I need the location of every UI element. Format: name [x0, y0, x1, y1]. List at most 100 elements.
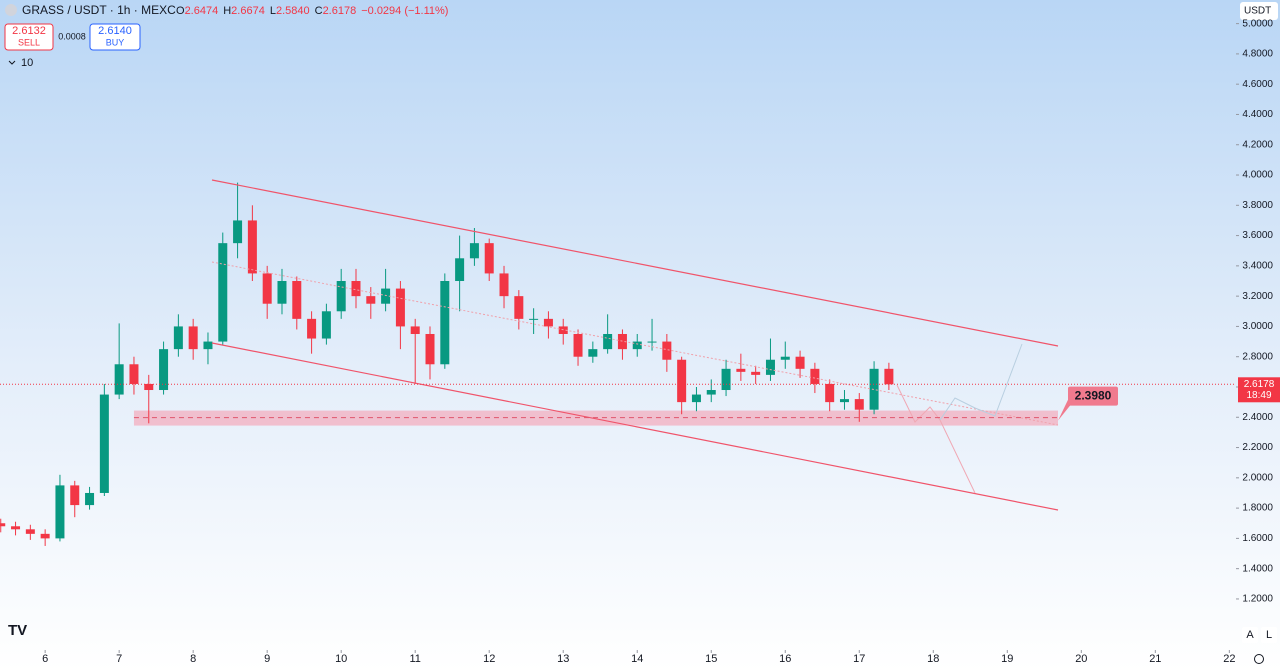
ohlc-label: H: [223, 5, 231, 17]
candle-body: [499, 273, 509, 297]
last-price-label: 2.6178: [1244, 379, 1275, 390]
chevron[interactable]: [8, 60, 16, 65]
candle-body: [129, 364, 139, 384]
auto-button[interactable]: [1242, 627, 1258, 643]
candle-body: [721, 368, 731, 391]
indicators-count[interactable]: 10: [21, 57, 33, 69]
candle-body: [351, 281, 361, 297]
ohlc-label: O: [176, 5, 185, 17]
sell-button[interactable]: [4, 23, 54, 51]
candle-body: [173, 326, 183, 350]
candle-body: [262, 273, 272, 304]
candle-body: [810, 368, 820, 384]
log-button[interactable]: [1261, 627, 1277, 643]
ohlc-label: L: [270, 5, 276, 17]
candle-body: [647, 341, 657, 343]
y-tick-label: 4.0000: [1242, 170, 1273, 181]
x-tick-label: 16: [779, 653, 791, 665]
candle-body: [543, 318, 553, 327]
candle-body: [381, 288, 391, 304]
candle-body: [588, 349, 598, 357]
y-tick-label: 3.8000: [1242, 200, 1273, 211]
candle-body: [440, 281, 450, 365]
candle-body: [825, 383, 835, 403]
y-tick-label: 3.2000: [1242, 291, 1273, 302]
currency[interactable]: USDT: [1244, 6, 1271, 17]
candle-body: [736, 368, 746, 372]
channel-mid: [211, 261, 1059, 426]
candle-body: [573, 333, 583, 357]
candle-body: [410, 326, 420, 334]
y-tick-label: 1.4000: [1242, 563, 1273, 574]
candle-body: [839, 399, 849, 403]
candle-body: [706, 390, 716, 395]
x-tick-label: 8: [190, 653, 196, 665]
candle-body: [366, 296, 376, 304]
candle-body: [0, 523, 6, 527]
countdown: 18:49: [1246, 390, 1271, 401]
x-tick-label: 18: [927, 653, 939, 665]
y-tick-label: 3.6000: [1242, 230, 1273, 241]
ohlc-value: 2.6674: [231, 5, 265, 17]
x-tick-label: 7: [116, 653, 122, 665]
candle-body: [188, 326, 198, 350]
symbol: GRASS / USDT · 1h · MEXC: [22, 3, 176, 17]
x-tick-label: 17: [853, 653, 865, 665]
settings-icon[interactable]: [1254, 654, 1264, 664]
sell-label: SELL: [18, 37, 40, 47]
candle-body: [632, 341, 642, 350]
candle-body: [765, 359, 775, 375]
candle-body: [780, 356, 790, 360]
candle-body: [277, 281, 287, 304]
candle-body: [70, 485, 80, 506]
y-tick-label: 3.4000: [1242, 261, 1273, 272]
y-tick-label: 4.4000: [1242, 109, 1273, 120]
x-tick-label: 22: [1223, 653, 1235, 665]
x-tick-label: 11: [409, 653, 420, 665]
buy-label: BUY: [106, 37, 125, 47]
candle-body: [218, 243, 228, 342]
channel-lower: [211, 342, 1059, 511]
x-tick-label: 12: [483, 653, 495, 665]
buy-button[interactable]: [89, 23, 141, 51]
auto-label[interactable]: A: [1246, 629, 1254, 641]
ohlc-value: 2.5840: [276, 5, 310, 17]
candle-body: [558, 326, 568, 334]
y-tick-label: 1.8000: [1242, 503, 1273, 514]
change: −0.0294 (−1.11%): [361, 5, 448, 17]
y-tick-label: 2.2000: [1242, 442, 1273, 453]
x-tick-label: 21: [1149, 653, 1161, 665]
candle-body: [691, 394, 701, 403]
y-tick-label: 4.2000: [1242, 139, 1273, 150]
candle-body: [307, 318, 317, 339]
candle-body: [25, 529, 35, 534]
candle-body: [11, 526, 21, 530]
candle-body: [484, 243, 494, 274]
currency-button[interactable]: [1240, 2, 1278, 20]
tv-logo: TV: [8, 622, 27, 639]
candle-body: [469, 243, 479, 259]
candle-body: [677, 359, 687, 403]
sell-price: 2.6132: [12, 25, 46, 37]
candle-body: [292, 281, 302, 319]
candle-body: [55, 485, 65, 539]
y-tick-label: 3.0000: [1242, 321, 1273, 332]
candle-body: [336, 281, 346, 312]
x-tick-label: 10: [335, 653, 347, 665]
ohlc-value: 2.6474: [185, 5, 219, 17]
candle-body: [795, 356, 805, 369]
y-tick-label: 2.8000: [1242, 351, 1273, 362]
projection-up: [939, 343, 1023, 421]
level-pointer: [1058, 395, 1070, 421]
candle-body: [114, 364, 124, 395]
candle-body: [85, 492, 95, 506]
candle-body: [869, 368, 879, 410]
ohlc: O2.6474 H2.6674 L2.5840 C2.6178 −0.0294 (−1.…: [176, 5, 448, 17]
log-label[interactable]: L: [1266, 629, 1272, 641]
ohlc-value: 2.6178: [323, 5, 357, 17]
y-tick-label: 2.4000: [1242, 412, 1273, 423]
buy-price: 2.6140: [98, 25, 132, 37]
level-label: 2.3980: [1075, 389, 1112, 403]
x-tick-label: 13: [557, 653, 569, 665]
